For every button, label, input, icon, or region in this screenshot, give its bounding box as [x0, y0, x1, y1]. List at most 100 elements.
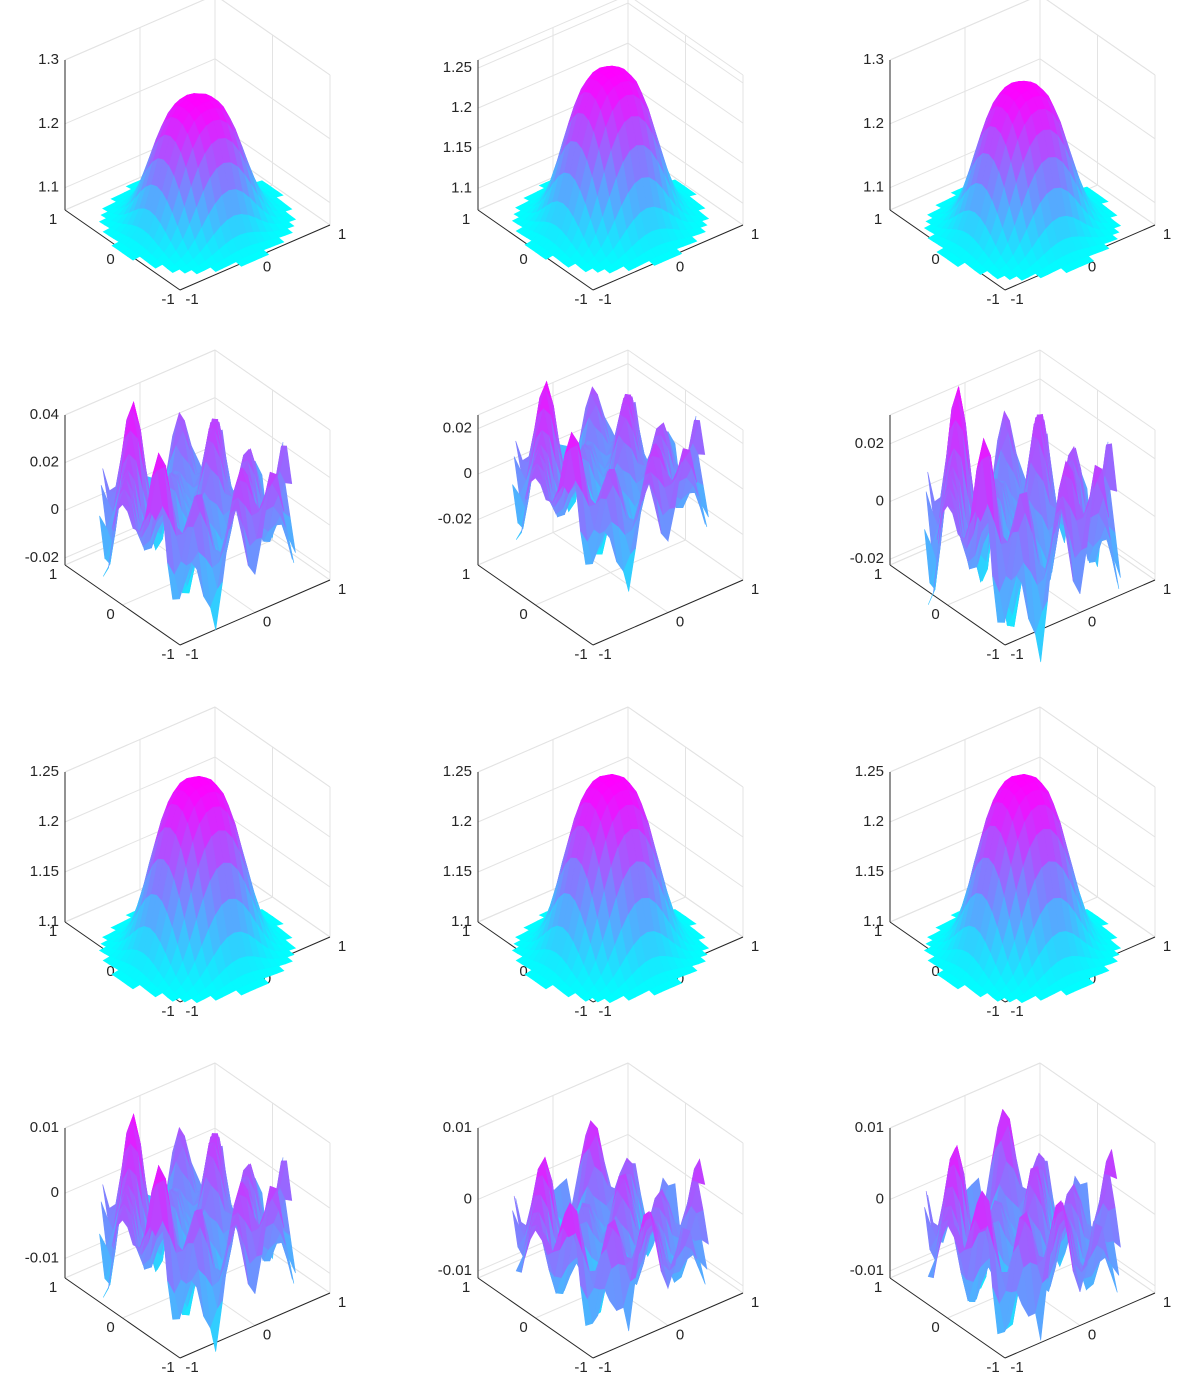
y-tick-label: 0: [106, 251, 114, 268]
y-tick-label: 1: [49, 211, 57, 228]
x-tick-label: -1: [598, 1003, 611, 1020]
surface-patch: [991, 270, 1006, 280]
x-tick-label: 1: [1163, 581, 1171, 598]
surface-patch: [622, 261, 637, 272]
x-tick-label: -1: [185, 646, 198, 663]
subplot: 1.11.21.3-101-101: [863, 0, 1171, 308]
y-tick-label: -1: [161, 1359, 174, 1376]
surface-patch: [235, 258, 249, 267]
z-tick-label: 1.15: [443, 139, 472, 156]
x-tick-label: 1: [751, 1294, 759, 1311]
z-tick-label: 0.02: [443, 420, 472, 437]
z-tick-label: 0: [51, 1184, 59, 1201]
z-tick-label: 1.15: [30, 863, 59, 880]
z-tick-label: -0.02: [25, 549, 59, 566]
z-tick-label: 1.3: [38, 51, 59, 68]
x-tick-label: -1: [185, 291, 198, 308]
x-tick-label: 1: [338, 226, 346, 243]
y-tick-label: 0: [931, 606, 939, 623]
surface-patch: [1016, 271, 1030, 281]
z-tick-label: 1.25: [855, 763, 884, 780]
surface-patch: [191, 551, 204, 597]
z-tick-label: 1.1: [38, 179, 59, 196]
y-tick-label: 0: [519, 251, 527, 268]
surface-patch: [210, 581, 223, 630]
z-tick-label: 1.2: [863, 115, 884, 132]
subplot: 1.11.151.21.25-101-101: [443, 0, 759, 308]
z-tick-label: 0.01: [30, 1119, 59, 1136]
z-tick-label: 0: [876, 493, 884, 510]
surface-patch: [1003, 270, 1018, 280]
surface-patch: [166, 264, 181, 273]
x-tick-label: -1: [598, 291, 611, 308]
y-tick-label: 0: [931, 1319, 939, 1336]
surface-patch: [540, 250, 554, 260]
y-tick-label: -1: [986, 646, 999, 663]
z-tick-label: 1.2: [451, 813, 472, 830]
subplot: 1.11.151.21.25-101-101: [443, 706, 759, 1020]
z-tick-label: 0.02: [30, 454, 59, 471]
y-tick-label: 1: [874, 1279, 882, 1296]
subplot: 1.11.151.21.25-101-101: [855, 706, 1171, 1020]
y-tick-label: 1: [49, 566, 57, 583]
z-tick-label: 0.01: [855, 1119, 884, 1136]
z-tick-label: -0.01: [850, 1262, 884, 1279]
y-tick-label: 1: [874, 923, 882, 940]
surface-patch: [127, 252, 141, 261]
surface-patch: [167, 562, 180, 600]
y-grid-line: [535, 539, 686, 606]
y-axis: [477, 1277, 594, 1359]
surface-patch: [149, 470, 163, 521]
x-tick-label: 1: [751, 226, 759, 243]
z-tick-label: -0.01: [25, 1249, 59, 1266]
x-tick-label: -1: [1010, 291, 1023, 308]
x-axis: [179, 579, 331, 646]
z-tick-label: 1.2: [863, 813, 884, 830]
z-tick-label: 1.1: [451, 179, 472, 196]
z-tick-label: -0.02: [438, 511, 472, 528]
y-tick-label: 1: [874, 211, 882, 228]
y-axis: [64, 564, 181, 646]
y-tick-label: -1: [574, 1003, 587, 1020]
x-tick-label: 1: [338, 1294, 346, 1311]
z-tick-label: -0.01: [438, 1262, 472, 1279]
z-tick-label: 0: [51, 501, 59, 518]
x-tick-label: 1: [751, 938, 759, 955]
z-tick-label: 0.01: [443, 1119, 472, 1136]
x-tick-label: 0: [263, 1326, 271, 1343]
z-tick-label: -0.02: [850, 550, 884, 567]
surface-patch: [952, 258, 966, 267]
surface-patch: [149, 259, 163, 269]
surface-patch: [209, 262, 224, 272]
surface-patch: [1034, 269, 1049, 279]
subplot: 1.11.151.21.25-101-101: [30, 706, 346, 1020]
y-tick-label: -1: [161, 1003, 174, 1020]
y-axis: [889, 564, 1006, 646]
x-tick-label: 1: [338, 581, 346, 598]
y-tick-label: 0: [106, 1319, 114, 1336]
y-tick-label: 0: [931, 251, 939, 268]
x-tick-label: 0: [263, 613, 271, 630]
x-tick-label: 0: [1088, 613, 1096, 630]
surface-patch: [604, 264, 618, 274]
surface-patch: [562, 258, 576, 268]
y-tick-label: -1: [574, 1359, 587, 1376]
y-tick-label: 1: [49, 1279, 57, 1296]
x-axis: [592, 579, 744, 646]
surface-patch: [191, 265, 205, 275]
y-tick-label: 1: [462, 923, 470, 940]
z-tick-label: 0.02: [855, 435, 884, 452]
y-axis: [889, 1277, 1006, 1359]
x-tick-label: 0: [1088, 1326, 1096, 1343]
y-tick-label: 1: [462, 566, 470, 583]
y-tick-label: -1: [574, 646, 587, 663]
surface-patch: [974, 265, 988, 275]
y-tick-label: -1: [161, 291, 174, 308]
z-tick-label: 1.3: [863, 51, 884, 68]
z-tick-label: 0.04: [30, 406, 59, 423]
